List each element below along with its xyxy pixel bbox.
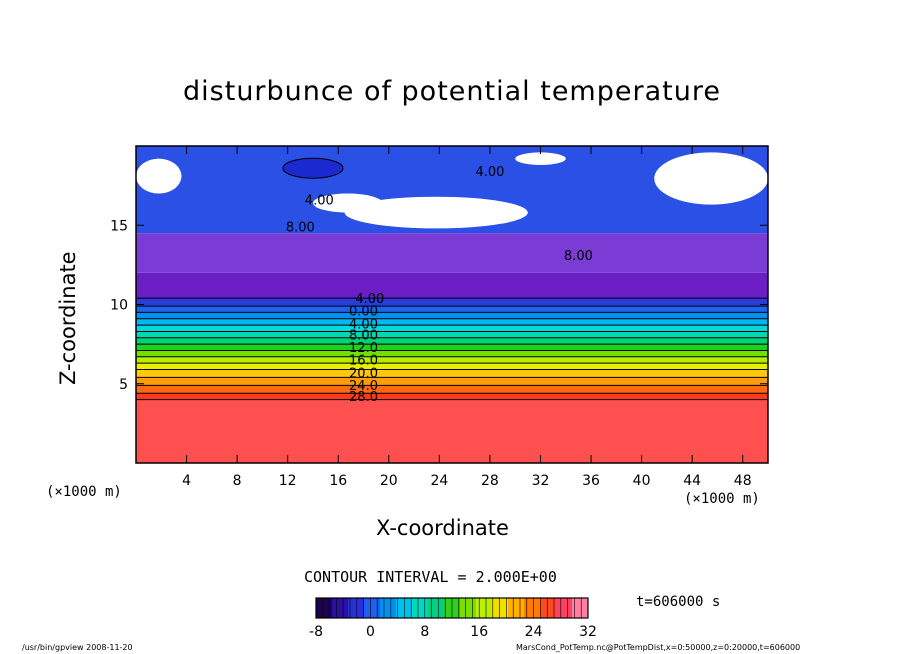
colorbar-cell-12: [508, 598, 525, 618]
contour-label-12: 28.0: [349, 390, 378, 405]
colorbar-tick-label-1: 0: [366, 624, 375, 640]
x-tick-label-3: 16: [329, 473, 347, 489]
masked-region-4: [515, 152, 566, 166]
contour-label-9: 16.0: [349, 354, 378, 369]
colorbar-cell-14: [540, 598, 557, 618]
x-unit-label-right: (×1000 m): [684, 491, 760, 507]
time-label: t=606000 s: [636, 594, 721, 610]
colorbar-cell-4: [380, 598, 397, 618]
colorbar-cell-7: [428, 598, 445, 618]
heatmap-band-1: [136, 393, 768, 400]
colorbar-cell-3: [364, 598, 381, 618]
x-tick-label-1: 8: [233, 473, 242, 489]
x-tick-label-5: 24: [430, 473, 448, 489]
x-tick-label-6: 28: [481, 473, 499, 489]
heatmap-band-2: [136, 385, 768, 394]
min-cell: [282, 157, 344, 179]
colorbar-cell-2: [348, 598, 365, 618]
colorbar-cell-1: [332, 598, 349, 618]
masked-region-0: [136, 158, 182, 194]
heatmap-band-13: [136, 312, 768, 319]
contour-interval-label: CONTOUR INTERVAL = 2.000E+00: [304, 568, 557, 586]
heatmap-band-12: [136, 318, 768, 326]
heatmap-band-14: [136, 306, 768, 313]
colorbar-tick-label-4: 24: [525, 624, 543, 640]
colorbar-frame: [315, 597, 589, 619]
contour-label-4: 4.00: [355, 292, 384, 307]
x-axis-label: X-coordinate: [376, 516, 509, 540]
contour-label-1: 4.00: [305, 194, 334, 209]
y-tick-label-2: 15: [110, 218, 128, 234]
contour-label-7: 8.00: [349, 328, 378, 343]
contour-label-10: 20.0: [349, 366, 378, 381]
x-tick-label-11: 48: [734, 473, 752, 489]
heatmap-band-3: [136, 377, 768, 386]
footer-right: MarsCond_PotTemp.nc@PotTempDist,x=0:5000…: [516, 643, 801, 652]
y-tick-label-1: 10: [110, 298, 128, 314]
colorbar-cell-11: [492, 598, 509, 618]
heatmap-band-10: [136, 331, 768, 338]
masked-region-1: [344, 196, 528, 229]
chart-title: disturbunce of potential temperature: [183, 76, 721, 107]
x-unit-label: (×1000 m): [46, 484, 122, 500]
x-tick-label-9: 40: [633, 473, 651, 489]
x-tick-label-0: 4: [182, 473, 191, 489]
contour-label-5: 0.00: [349, 305, 378, 320]
heatmap-band-11: [136, 325, 768, 332]
heatmap-band-4: [136, 369, 768, 378]
masked-region-3: [654, 152, 768, 205]
footer-left: /usr/bin/gpview 2008-11-20: [22, 643, 133, 652]
colorbar-tick-label-3: 16: [470, 624, 488, 640]
x-tick-label-2: 12: [279, 473, 297, 489]
contour-label-3: 8.00: [564, 249, 593, 264]
contour-label-8: 12.0: [349, 341, 378, 356]
heatmap-band-8: [136, 344, 768, 351]
contour-label-6: 4.00: [349, 317, 378, 332]
y-tick-label-0: 5: [119, 377, 128, 393]
contour-label-11: 24.0: [349, 379, 378, 394]
colorbar-tick-label-0: -8: [309, 624, 323, 640]
contour-label-2: 8.00: [286, 221, 315, 236]
x-tick-label-8: 36: [582, 473, 600, 489]
colorbar-cell-0: [316, 598, 333, 618]
colorbar-cell-16: [572, 598, 589, 618]
colorbar-cell-10: [476, 598, 493, 618]
heatmap-band-16: [136, 272, 768, 299]
colorbar-cell-6: [412, 598, 429, 618]
x-tick-label-10: 44: [683, 473, 701, 489]
heatmap-band-5: [136, 363, 768, 370]
heatmap-band-15: [136, 298, 768, 307]
heatmap-band-6: [136, 356, 768, 364]
colorbar-cell-9: [460, 598, 477, 618]
contour-label-0: 4.00: [475, 165, 504, 180]
heatmap-band-17: [136, 233, 768, 273]
x-tick-label-7: 32: [532, 473, 550, 489]
colorbar-tick-label-5: 32: [579, 624, 597, 640]
colorbar-tick-label-2: 8: [420, 624, 429, 640]
colorbar-cell-15: [556, 598, 573, 618]
colorbar-cell-13: [524, 598, 541, 618]
masked-region-2: [312, 193, 383, 213]
heatmap-band-9: [136, 337, 768, 345]
x-tick-label-4: 20: [380, 473, 398, 489]
heatmap-band-7: [136, 350, 768, 357]
y-axis-label: Z-coordinate: [56, 251, 80, 385]
heatmap-band-0: [136, 399, 768, 463]
